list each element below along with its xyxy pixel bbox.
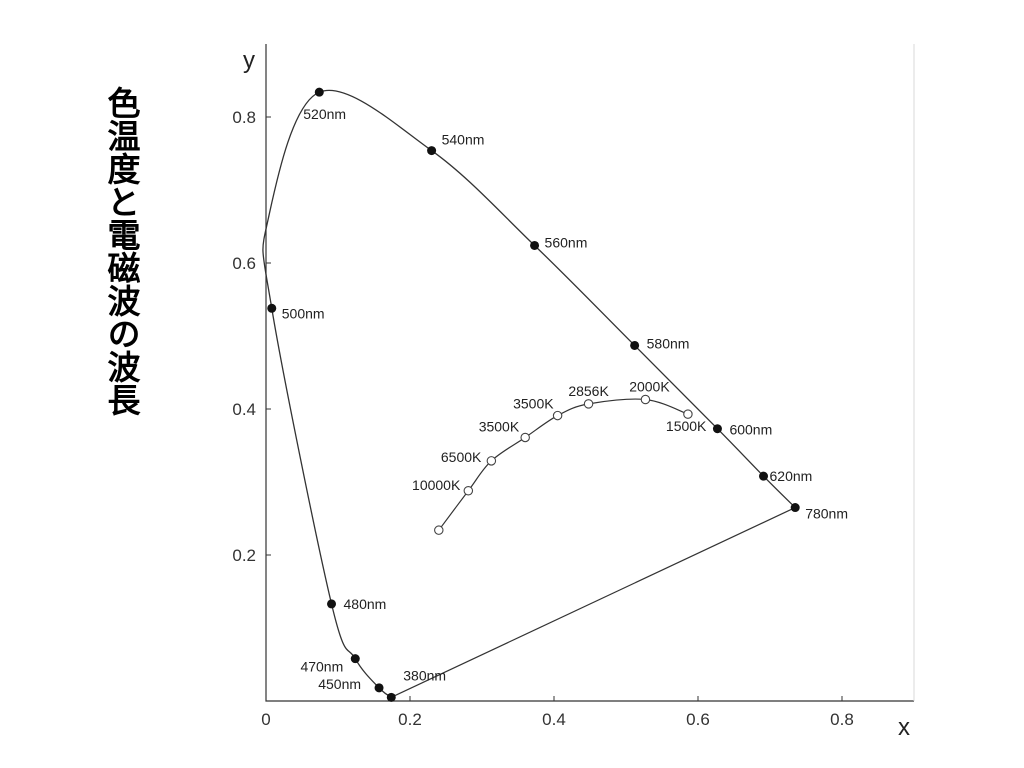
spectral-point bbox=[386, 692, 396, 702]
planckian-point bbox=[463, 486, 474, 496]
spectral-point-label: 600nm bbox=[729, 422, 772, 438]
planckian-point bbox=[552, 410, 563, 421]
spectral-point bbox=[790, 503, 800, 513]
spectral-point bbox=[267, 303, 277, 313]
y-tick-label: 0.6 bbox=[232, 254, 256, 273]
spectral-point bbox=[374, 683, 384, 693]
planckian-point bbox=[683, 409, 693, 419]
planckian-point-label: 1500K bbox=[666, 418, 707, 434]
points-layer bbox=[267, 87, 800, 702]
x-axis-label: x bbox=[898, 714, 910, 741]
spectral-point-label: 500nm bbox=[282, 305, 325, 321]
spectral-locus-curve bbox=[262, 89, 796, 698]
spectral-point-label: 520nm bbox=[303, 106, 346, 122]
spectral-point bbox=[350, 654, 360, 664]
side-title: 色温度と電磁波の波長 bbox=[102, 86, 141, 416]
y-tick-label: 0.8 bbox=[232, 108, 256, 127]
spectral-point bbox=[314, 87, 324, 97]
planckian-point-label: 3500K bbox=[513, 396, 554, 412]
spectral-point-label: 450nm bbox=[318, 676, 361, 692]
spectral-point-label: 560nm bbox=[545, 234, 588, 250]
y-tick-label: 0.2 bbox=[232, 546, 256, 565]
x-tick-label: 0.4 bbox=[542, 710, 566, 729]
spectral-point bbox=[427, 146, 437, 156]
axes-layer: 0 0.2 0.4 0.6 0.8 0.2 0.4 0.6 0.8 x y bbox=[232, 44, 915, 741]
x-tick-label: 0.8 bbox=[830, 710, 854, 729]
planckian-point bbox=[520, 432, 530, 443]
spectral-point-label: 470nm bbox=[300, 659, 343, 675]
y-tick-label: 0.4 bbox=[232, 400, 256, 419]
planckian-point-label: 6500K bbox=[441, 449, 482, 465]
spectral-point-label: 540nm bbox=[442, 132, 485, 148]
planckian-point-label: 3500K bbox=[479, 418, 520, 434]
spectral-point-label: 380nm bbox=[403, 667, 446, 683]
line-of-purples bbox=[391, 507, 796, 698]
planckian-point bbox=[434, 525, 444, 535]
x-tick-label: 0 bbox=[261, 710, 270, 729]
planckian-point bbox=[640, 394, 651, 405]
planckian-point-label: 2856K bbox=[568, 383, 609, 399]
planckian-point bbox=[583, 399, 594, 409]
spectral-point bbox=[327, 599, 337, 609]
spectral-point-label: 620nm bbox=[770, 468, 813, 484]
spectral-point-label: 780nm bbox=[805, 506, 848, 522]
spectral-point bbox=[712, 424, 722, 434]
x-tick-label: 0.2 bbox=[398, 710, 422, 729]
planckian-point bbox=[486, 456, 497, 466]
spectral-point bbox=[630, 340, 640, 350]
spectral-point bbox=[530, 240, 540, 250]
spectral-point-label: 580nm bbox=[647, 335, 690, 351]
y-axis-label: y bbox=[243, 47, 255, 74]
spectral-point bbox=[759, 471, 769, 481]
spectral-point-label: 480nm bbox=[344, 596, 387, 612]
x-tick-label: 0.6 bbox=[686, 710, 710, 729]
planckian-point-label: 2000K bbox=[629, 379, 670, 395]
planckian-point-label: 10000K bbox=[412, 477, 461, 493]
